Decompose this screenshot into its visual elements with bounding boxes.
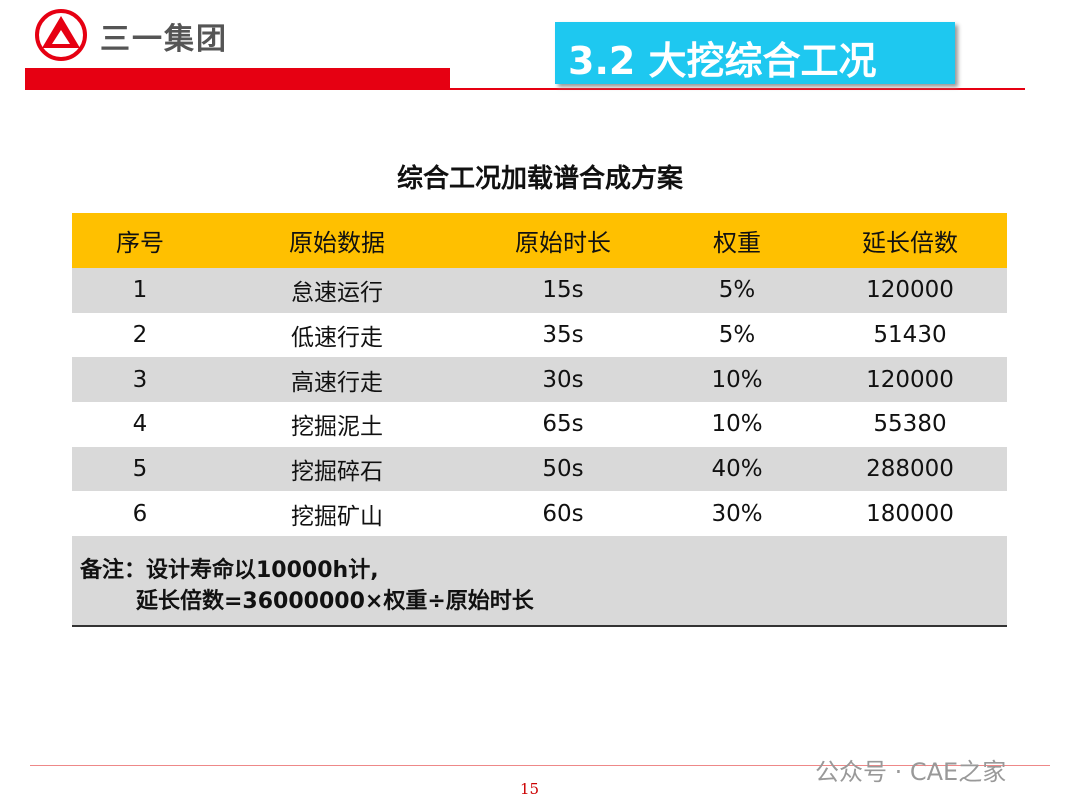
table-title: 综合工况加载谱合成方案	[396, 164, 683, 194]
page-number: 15	[520, 780, 540, 798]
table-cell: 挖掘泥土	[291, 414, 383, 441]
table-cell: 15s	[542, 277, 584, 304]
table-row: 3 高速行走 30s 10% 120000	[72, 357, 1007, 403]
table-cell: 6	[132, 500, 148, 527]
logo-text: 三一集团	[100, 22, 228, 57]
column-header: 序号	[116, 229, 164, 257]
watermark: 公众号 · CAE之家	[815, 758, 1007, 786]
table-cell: 高速行走	[291, 369, 383, 396]
table-row: 1 怠速运行 15s 5% 120000	[72, 268, 1007, 313]
header-row: 序号 原始数据 原始时长 权重 延长倍数	[72, 213, 1007, 268]
table-cell: 5%	[718, 277, 756, 304]
logo-emblem	[35, 9, 87, 61]
column-header: 延长倍数	[862, 229, 958, 257]
table-cell: 10%	[711, 411, 763, 438]
table-cell: 2	[132, 322, 148, 349]
note-line: 备注：设计寿命以10000h计,	[80, 558, 379, 584]
table-cell: 50s	[542, 456, 584, 483]
table-cell: 40%	[711, 456, 763, 483]
table-cell: 30%	[711, 500, 763, 527]
table-cell: 51430	[873, 322, 947, 349]
table-row: 6 挖掘矿山 60s 30% 180000	[72, 491, 1007, 537]
note-line: 延长倍数=36000000×权重÷原始时长	[136, 589, 534, 615]
column-header: 权重	[713, 229, 761, 257]
table-cell: 3	[132, 366, 148, 393]
table: 序号 原始数据 原始时长 权重 延长倍数 1 怠速运行 15s 5% 120000 2 低速行走 35s…	[72, 213, 1007, 628]
table-cell: 1	[132, 277, 148, 304]
table-row: 2 低速行走 35s 5% 51430	[72, 312, 1007, 358]
section-box	[555, 22, 955, 84]
table-cell: 怠速运行	[291, 280, 383, 307]
header-line	[25, 88, 1025, 90]
table-cell: 35s	[542, 322, 584, 349]
footer-line	[30, 765, 1050, 766]
table-cell: 180000	[866, 500, 954, 527]
table-cell: 5	[132, 456, 148, 483]
column-header: 原始数据	[289, 229, 385, 257]
table-cell: 10%	[711, 366, 763, 393]
section-title: 3.2 大挖综合工况	[568, 39, 877, 83]
table-cell: 60s	[542, 500, 584, 527]
column-header: 原始时长	[515, 229, 611, 257]
table-cell: 30s	[542, 366, 584, 393]
table-cell: 5%	[718, 322, 756, 349]
table-cell: 55380	[873, 411, 947, 438]
table-cell: 低速行走	[291, 325, 383, 352]
table-cell: 65s	[542, 411, 584, 438]
table-cell: 4	[132, 411, 148, 438]
table-cell: 120000	[866, 366, 954, 393]
table-cell: 288000	[866, 456, 954, 483]
table-cell: 挖掘矿山	[291, 503, 383, 530]
table-row: 5 挖掘碎石 50s 40% 288000	[72, 446, 1007, 492]
table-cell: 120000	[866, 277, 954, 304]
notes-box: 备注：设计寿命以10000h计, 延长倍数=36000000×权重÷原始时长	[72, 536, 1007, 628]
table-row: 4 挖掘泥土 65s 10% 55380	[72, 402, 1007, 447]
header-bar	[25, 68, 450, 90]
table-cell: 挖掘碎石	[291, 459, 383, 486]
